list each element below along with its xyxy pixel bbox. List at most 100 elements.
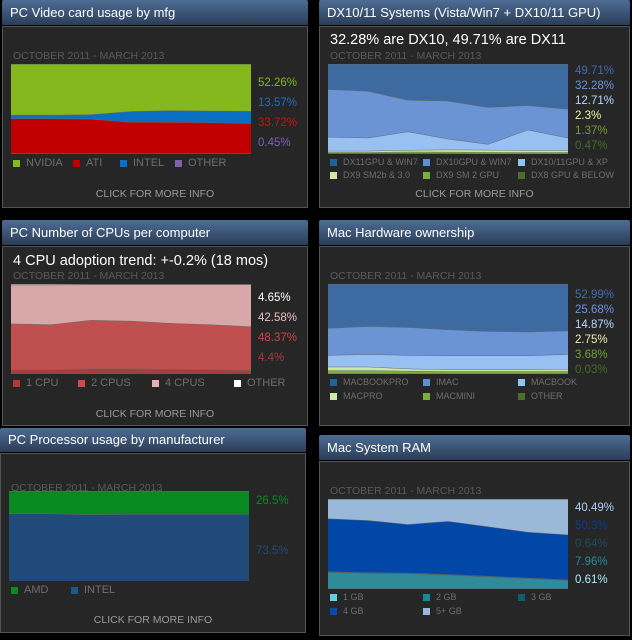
more-info-link[interactable]: CLICK FOR MORE INFO: [93, 614, 213, 626]
legend-item: DX9 SM 2 GPU: [423, 170, 499, 180]
legend-item: MACPRO: [330, 391, 383, 401]
legend-item: 2 GB: [423, 592, 457, 602]
legend-label: 1 GB: [343, 592, 364, 602]
stacked-area-chart[interactable]: [9, 491, 249, 581]
stacked-area-chart[interactable]: [328, 499, 568, 589]
legend-swatch: [11, 586, 18, 594]
panel-title[interactable]: Mac System RAM: [319, 435, 630, 460]
legend-swatch: [330, 158, 337, 166]
headline: 4 CPU adoption trend: +-0.2% (18 mos): [13, 253, 269, 269]
date-range: OCTOBER 2011 - MARCH 2013: [13, 50, 165, 62]
legend-swatch: [518, 392, 525, 400]
area-series-1-cpu: [11, 368, 251, 374]
stacked-area-chart[interactable]: [11, 284, 251, 374]
legend-label: DX9 SM 2 GPU: [436, 170, 500, 180]
legend-item: OTHER: [175, 157, 227, 169]
legend-label: 4 CPUS: [165, 377, 205, 389]
value-label: 14.87%: [575, 319, 615, 331]
stacked-area-chart[interactable]: [11, 64, 251, 154]
panel-title[interactable]: PC Number of CPUs per computer: [2, 220, 308, 245]
legend-swatch: [78, 379, 85, 387]
legend-item: DX9 SM2b & 3.0: [330, 170, 410, 180]
legend-label: 3 GB: [531, 592, 552, 602]
value-label: 13.57%: [258, 97, 298, 109]
more-info-link[interactable]: CLICK FOR MORE INFO: [95, 188, 215, 200]
legend-item: DX10GPU & WIN7: [423, 157, 512, 167]
value-label: 42.58%: [258, 312, 298, 324]
area-series-2-gb: [328, 572, 568, 589]
legend-item: MACBOOKPRO: [330, 377, 409, 387]
panel-title[interactable]: DX10/11 Systems (Vista/Win7 + DX10/11 GP…: [319, 0, 630, 25]
legend-swatch: [13, 379, 20, 387]
value-label: 32.28%: [575, 80, 615, 92]
legend-label: OTHER: [247, 377, 286, 389]
legend-swatch: [330, 607, 337, 615]
panel-title[interactable]: PC Processor usage by manufacturer: [0, 428, 306, 452]
legend-label: MACBOOKPRO: [343, 377, 409, 387]
legend-label: MACBOOK: [531, 377, 578, 387]
value-label: 50.3%: [575, 520, 608, 532]
legend-swatch: [423, 171, 430, 179]
value-label: 40.49%: [575, 502, 615, 514]
legend-swatch: [518, 378, 525, 386]
value-label: 52.99%: [575, 289, 615, 301]
legend-swatch: [152, 379, 159, 387]
legend-item: MACMINI: [423, 391, 475, 401]
value-label: 73.5%: [256, 545, 289, 557]
area-series-intel: [9, 513, 249, 581]
legend-label: MACMINI: [436, 391, 475, 401]
legend-label: DX10GPU & WIN7: [436, 157, 512, 167]
date-range: OCTOBER 2011 - MARCH 2013: [330, 50, 482, 62]
legend-label: DX9 SM2b & 3.0: [343, 170, 411, 180]
legend-swatch: [120, 159, 127, 167]
more-info-link[interactable]: CLICK FOR MORE INFO: [95, 408, 215, 420]
panel-title[interactable]: PC Video card usage by mfg: [2, 0, 308, 25]
area-series-intel: [11, 110, 251, 124]
legend-label: DX10/11GPU & XP: [531, 157, 608, 167]
legend-swatch: [423, 378, 430, 386]
area-series-macbookpro: [328, 284, 568, 332]
legend-label: 5+ GB: [436, 606, 462, 616]
value-label: 33.72%: [258, 117, 298, 129]
panel-title[interactable]: Mac Hardware ownership: [319, 220, 630, 245]
legend-item: NVIDIA: [13, 157, 63, 169]
date-range: OCTOBER 2011 - MARCH 2013: [13, 270, 165, 282]
value-label: 0.03%: [575, 364, 608, 376]
date-range: OCTOBER 2011 - MARCH 2013: [330, 270, 482, 282]
legend-item: INTEL: [71, 584, 115, 596]
legend-swatch: [234, 379, 241, 387]
value-label: 0.64%: [575, 538, 608, 550]
stacked-area-chart[interactable]: [328, 64, 568, 154]
legend-label: DX8 GPU & BELOW: [531, 170, 615, 180]
legend-item: ATI: [73, 157, 102, 169]
legend-label: IMAC: [436, 377, 459, 387]
area-series-amd: [9, 491, 249, 515]
area-series-nvidia: [11, 64, 251, 115]
legend-item: 1 GB: [330, 592, 364, 602]
legend-swatch: [13, 159, 20, 167]
stacked-area-chart[interactable]: [328, 284, 568, 374]
legend-swatch: [423, 607, 430, 615]
value-label: 52.26%: [258, 77, 298, 89]
area-series-macmini: [328, 370, 568, 374]
legend-item: OTHER: [234, 377, 286, 389]
legend-swatch: [518, 158, 525, 166]
legend-swatch: [330, 593, 337, 601]
legend-item: 5+ GB: [423, 606, 462, 616]
legend-label: OTHER: [188, 157, 227, 169]
value-label: 26.5%: [256, 495, 289, 507]
more-info-link[interactable]: CLICK FOR MORE INFO: [415, 188, 534, 200]
date-range: OCTOBER 2011 - MARCH 2013: [330, 485, 482, 497]
value-label: 12.71%: [575, 95, 615, 107]
area-series-macbook: [328, 354, 568, 370]
value-label: 0.47%: [575, 140, 608, 152]
legend-item: DX10/11GPU & XP: [518, 157, 608, 167]
value-label: 4.65%: [258, 292, 291, 304]
legend-swatch: [330, 392, 337, 400]
value-label: 49.71%: [575, 65, 615, 77]
legend-swatch: [518, 593, 525, 601]
area-series-imac: [328, 326, 568, 356]
value-label: 7.96%: [575, 556, 608, 568]
legend-label: DX11GPU & WIN7: [343, 157, 418, 167]
value-label: 0.61%: [575, 574, 608, 586]
